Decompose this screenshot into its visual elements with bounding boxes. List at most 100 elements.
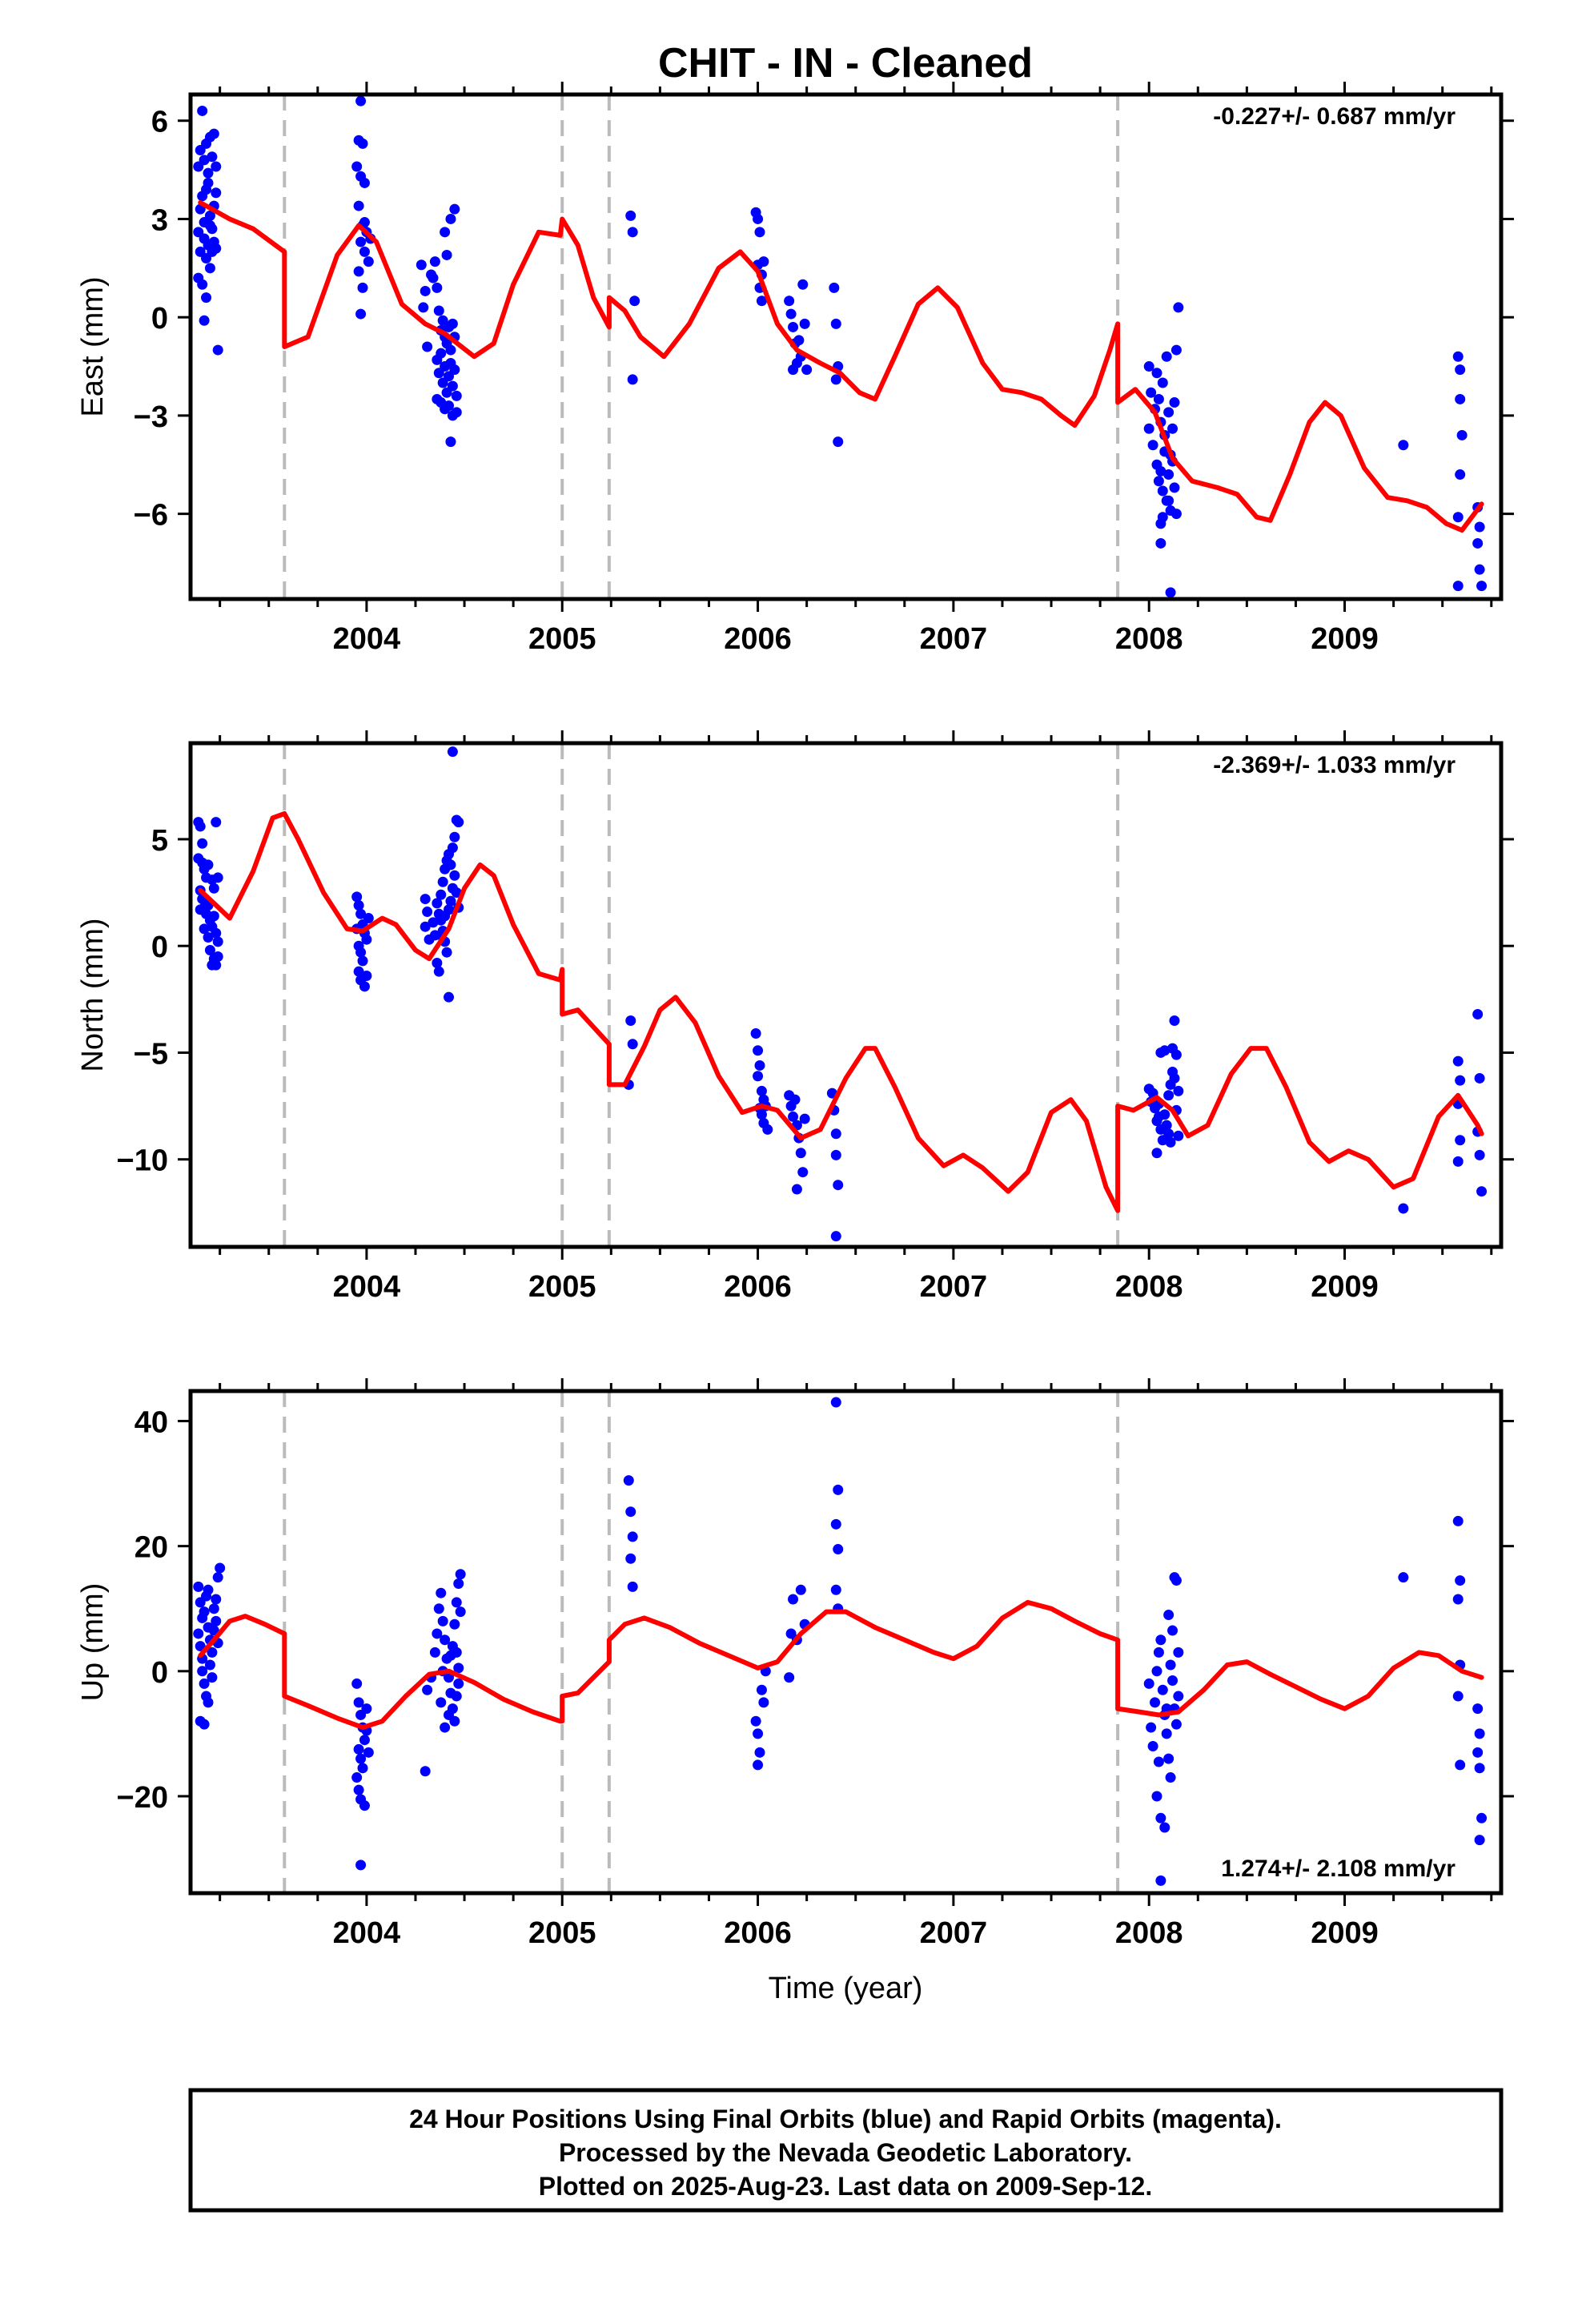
up-data-point bbox=[1155, 1634, 1166, 1646]
east-data-point bbox=[1472, 537, 1484, 549]
north-data-point bbox=[355, 947, 367, 958]
up-data-point bbox=[436, 1697, 447, 1708]
north-data-point bbox=[447, 746, 458, 758]
up-data-point bbox=[1153, 1756, 1164, 1767]
east-data-point bbox=[351, 161, 363, 172]
footer-box bbox=[188, 2088, 1504, 2213]
up-data-point bbox=[451, 1597, 462, 1608]
north-data-point bbox=[440, 911, 451, 922]
east-data-point bbox=[1455, 393, 1466, 404]
up-data-point bbox=[750, 1715, 761, 1727]
up-y-axis-label: Up (mm) bbox=[76, 1583, 110, 1702]
up-data-point bbox=[199, 1719, 210, 1730]
east-x-tick-label: 2008 bbox=[1115, 622, 1183, 656]
east-data-point bbox=[1143, 423, 1154, 434]
up-data-point bbox=[1147, 1741, 1158, 1752]
east-data-point bbox=[201, 292, 212, 304]
north-data-point bbox=[359, 981, 370, 992]
east-data-point bbox=[199, 315, 210, 326]
north-data-point bbox=[207, 959, 218, 971]
north-rate-label: -2.369+/- 1.033 mm/yr bbox=[1213, 752, 1456, 778]
up-data-point bbox=[199, 1606, 210, 1618]
north-data-point bbox=[351, 891, 363, 903]
east-data-point bbox=[1452, 581, 1464, 592]
north-x-tick-label: 2008 bbox=[1115, 1270, 1183, 1304]
up-data-point bbox=[353, 1743, 364, 1755]
east-x-tick-label: 2005 bbox=[528, 622, 596, 656]
up-x-tick-label: 2004 bbox=[333, 1916, 401, 1950]
north-data-point bbox=[211, 817, 222, 828]
east-data-point bbox=[432, 282, 443, 293]
up-y-tick-label: 20 bbox=[135, 1531, 168, 1565]
east-data-point bbox=[359, 177, 370, 188]
east-x-tick-label: 2004 bbox=[333, 622, 401, 656]
north-data-point bbox=[1161, 1120, 1172, 1131]
north-data-point bbox=[753, 1045, 764, 1056]
up-data-point bbox=[788, 1594, 799, 1605]
up-data-point bbox=[420, 1766, 431, 1777]
up-data-point bbox=[422, 1684, 433, 1695]
up-data-point bbox=[1165, 1659, 1176, 1671]
up-data-point bbox=[357, 1763, 368, 1774]
north-data-point bbox=[1173, 1130, 1184, 1141]
east-data-point bbox=[1474, 521, 1485, 533]
east-data-point bbox=[1146, 387, 1157, 398]
east-x-tick-label: 2007 bbox=[920, 622, 988, 656]
east-data-point bbox=[1157, 485, 1168, 497]
east-rate-label: -0.227+/- 0.687 mm/yr bbox=[1213, 103, 1456, 130]
east-data-point bbox=[211, 243, 222, 254]
north-data-point bbox=[199, 923, 210, 935]
north-data-point bbox=[212, 936, 223, 947]
up-panel: 2004 2005 2006 2007 2008 2009 40 20 0 −20 Up (mm) 1… bbox=[76, 1378, 1514, 1950]
east-data-point bbox=[1165, 587, 1176, 598]
north-data-point bbox=[1170, 1049, 1182, 1060]
north-data-point bbox=[451, 887, 462, 899]
up-x-tick-label: 2008 bbox=[1115, 1916, 1183, 1950]
north-data-point bbox=[795, 1148, 806, 1159]
east-data-point bbox=[207, 151, 218, 163]
east-data-point bbox=[204, 263, 215, 274]
up-data-point bbox=[1155, 1812, 1166, 1823]
east-data-point bbox=[799, 318, 810, 329]
north-x-tick-label: 2005 bbox=[528, 1270, 596, 1304]
up-data-point bbox=[355, 1753, 367, 1764]
east-data-point bbox=[416, 259, 427, 271]
east-data-point bbox=[359, 217, 370, 228]
east-data-point bbox=[451, 390, 462, 401]
up-data-point bbox=[1474, 1728, 1485, 1739]
east-data-point bbox=[355, 308, 367, 320]
east-data-point bbox=[1452, 351, 1464, 362]
up-points bbox=[193, 1397, 1488, 1886]
east-data-point bbox=[1155, 537, 1166, 549]
north-data-point bbox=[833, 1180, 844, 1191]
north-y-tick-label: −10 bbox=[117, 1144, 168, 1178]
north-data-point bbox=[447, 842, 458, 854]
up-data-point bbox=[1167, 1625, 1178, 1636]
up-data-point bbox=[429, 1647, 440, 1658]
up-data-point bbox=[351, 1678, 363, 1689]
north-data-point bbox=[756, 1085, 767, 1096]
up-data-point bbox=[449, 1618, 460, 1630]
east-data-point bbox=[1147, 440, 1158, 451]
up-data-point bbox=[758, 1697, 769, 1708]
up-data-point bbox=[625, 1506, 636, 1518]
east-data-point bbox=[428, 272, 439, 283]
up-data-point bbox=[215, 1562, 226, 1574]
east-data-point bbox=[629, 296, 640, 307]
up-data-point bbox=[1151, 1791, 1162, 1802]
up-data-point bbox=[1157, 1684, 1168, 1695]
north-data-point bbox=[441, 947, 452, 958]
north-data-point bbox=[449, 831, 460, 842]
east-data-point bbox=[436, 348, 447, 359]
north-data-point bbox=[195, 821, 206, 832]
north-data-point bbox=[754, 1059, 765, 1071]
east-data-point bbox=[212, 344, 223, 356]
north-data-point bbox=[830, 1128, 841, 1140]
up-data-point bbox=[453, 1578, 464, 1589]
east-y-tick-label: 6 bbox=[151, 106, 168, 139]
north-data-point bbox=[1165, 1136, 1176, 1148]
up-data-point bbox=[193, 1581, 204, 1592]
up-data-point bbox=[1455, 1759, 1466, 1771]
north-data-point bbox=[1169, 1072, 1180, 1084]
east-model-line bbox=[198, 200, 1484, 533]
